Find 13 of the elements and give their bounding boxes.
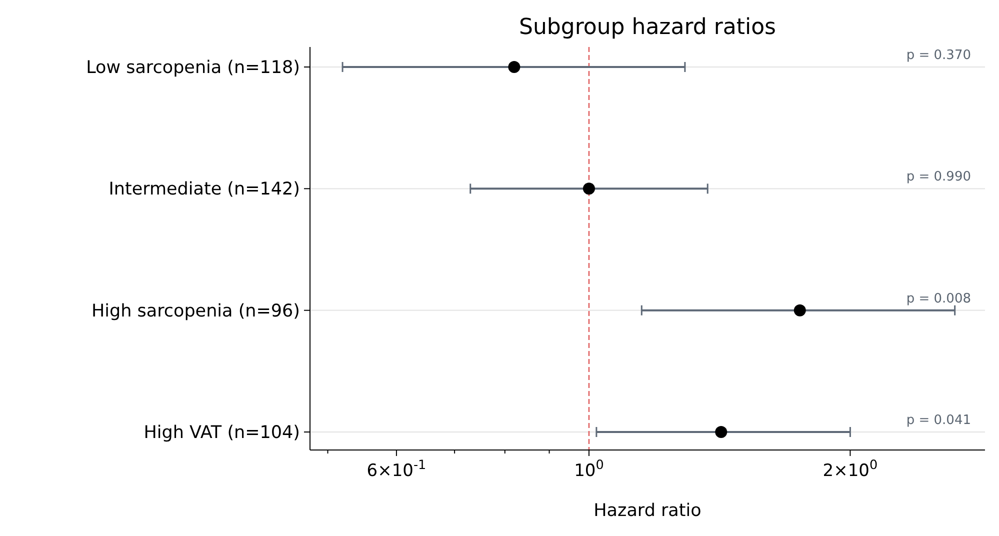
y-tick-label: Intermediate (n=142) — [108, 180, 300, 200]
x-axis-title: Hazard ratio — [594, 501, 702, 521]
annotation: p = 0.370 — [906, 48, 971, 63]
chart-title: Subgroup hazard ratios — [518, 15, 776, 40]
annotation: p = 0.990 — [906, 170, 971, 185]
x-tick-label: 2×10$^{0}$ — [822, 458, 878, 481]
y-tick-label: High VAT (n=104) — [144, 423, 300, 443]
annotation: p = 0.041 — [906, 413, 971, 428]
x-tick-label: 10$^{0}$ — [574, 458, 604, 481]
y-tick-label: High sarcopenia (n=96) — [91, 301, 300, 322]
x-tick-label: 6×10$^{-1}$ — [366, 458, 426, 481]
annotation: p = 0.008 — [906, 291, 971, 306]
y-tick-label: Low sarcopenia (n=118) — [86, 58, 300, 78]
